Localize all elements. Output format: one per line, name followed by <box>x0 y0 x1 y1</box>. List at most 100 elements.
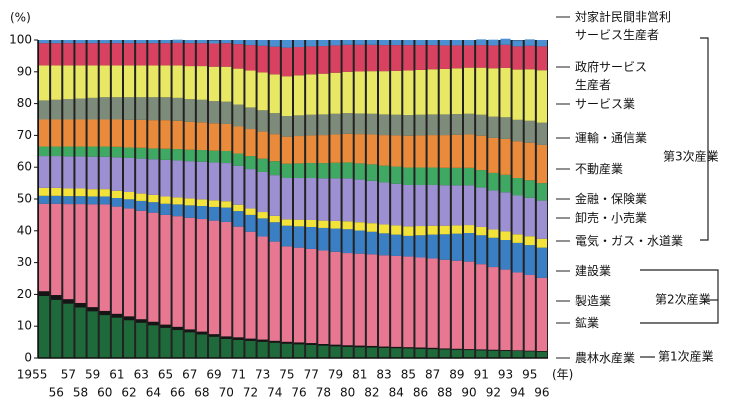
bar-segment <box>209 206 220 221</box>
bar-segment <box>136 119 147 148</box>
bar-segment <box>63 65 74 100</box>
bar-segment <box>51 203 62 296</box>
bar-segment <box>379 71 390 115</box>
group-label: 第1次産業 <box>658 349 714 364</box>
x-tick-label: 96 <box>534 386 549 400</box>
bar-segment <box>536 40 547 47</box>
bar-segment <box>379 224 390 234</box>
x-tick-label: 89 <box>449 368 464 382</box>
bar-segment <box>233 339 244 358</box>
bar-segment <box>281 219 292 226</box>
bar-segment <box>488 39 499 46</box>
bar-segment <box>415 135 426 168</box>
bar-segment <box>342 229 353 254</box>
bar-segment <box>476 235 487 265</box>
bar-segment <box>111 65 122 98</box>
x-tick-label: 69 <box>206 368 221 382</box>
y-unit: (%) <box>10 11 31 25</box>
bar-segment <box>427 185 438 226</box>
bar-segment <box>245 129 256 157</box>
group-label: 第2次産業 <box>655 292 711 307</box>
bar-segment <box>87 97 98 120</box>
bar-segment <box>524 351 535 358</box>
bar-segment <box>536 247 547 278</box>
bar-segment <box>415 69 426 115</box>
bar-segment <box>196 122 207 151</box>
bar-segment <box>209 101 220 124</box>
x-tick-label: 93 <box>498 368 513 382</box>
bar-segment <box>427 225 438 235</box>
bar-segment <box>257 158 268 172</box>
bar-segment <box>464 113 475 135</box>
bar-segment <box>196 99 207 123</box>
bar-segment <box>342 71 353 114</box>
bar-segment <box>366 71 377 114</box>
bar-segment <box>245 70 256 108</box>
x-tick-label: 84 <box>389 386 404 400</box>
bar-segment <box>75 307 86 358</box>
bar-segment <box>476 39 487 46</box>
bar-segment <box>512 351 523 358</box>
bar-segment <box>451 185 462 226</box>
bar-segment <box>464 40 475 46</box>
bar-segment <box>524 197 535 237</box>
bar-segment <box>415 347 426 349</box>
bar-segment <box>111 146 122 158</box>
bar-segment <box>196 43 207 67</box>
bar-segment <box>476 114 487 136</box>
bar-segment <box>124 192 135 200</box>
bar-segment <box>415 235 426 258</box>
bar-segment <box>148 321 159 326</box>
x-tick-label: 90 <box>461 386 476 400</box>
bar-segment <box>294 342 305 345</box>
bar-segment <box>318 220 329 228</box>
bar-segment <box>172 330 183 358</box>
bar-segment <box>172 65 183 98</box>
bar-segment <box>476 350 487 358</box>
bar-segment <box>415 348 426 358</box>
bar-segment <box>160 196 171 204</box>
bar-segment <box>221 40 232 44</box>
bar-segment <box>294 219 305 227</box>
bar-segment <box>391 348 402 358</box>
bar-segment <box>366 254 377 346</box>
x-tick-label: 91 <box>474 368 489 382</box>
bar-segment <box>379 114 390 136</box>
bar-segment <box>257 339 268 342</box>
bar-segment <box>99 196 110 205</box>
y-tick-label: 10 <box>17 319 32 333</box>
bar-segment <box>99 40 110 44</box>
bar-segment <box>476 264 487 350</box>
x-tick-label: 73 <box>255 368 270 382</box>
bar-segment <box>464 134 475 168</box>
bar-segment <box>451 45 462 69</box>
bar-segment <box>184 121 195 150</box>
bar-segment <box>39 195 50 204</box>
bar-segment <box>148 97 159 121</box>
bar-segment <box>172 97 183 121</box>
bar-segment <box>124 199 135 209</box>
x-tick-label: 92 <box>486 386 501 400</box>
bar-segment <box>427 114 438 136</box>
x-tick-label: 94 <box>510 386 525 400</box>
bar-segment <box>342 133 353 163</box>
x-tick-label: 81 <box>352 368 367 382</box>
bar-segment <box>196 40 207 44</box>
bar-segment <box>245 214 256 232</box>
x-tick-label: 76 <box>291 386 306 400</box>
bar-segment <box>379 45 390 72</box>
x-tick-label: 61 <box>109 368 124 382</box>
bar-segment <box>51 156 62 188</box>
bar-segment <box>221 101 232 124</box>
bar-segment <box>87 43 98 66</box>
bar-segment <box>196 66 207 100</box>
bar-segment <box>451 40 462 46</box>
bar-segment <box>184 217 195 330</box>
bar-segment <box>403 347 414 349</box>
bar-segment <box>75 43 86 66</box>
bar-segment <box>427 40 438 46</box>
bar-segment <box>524 275 535 351</box>
bar-segment <box>512 242 523 273</box>
bar-segment <box>87 65 98 98</box>
